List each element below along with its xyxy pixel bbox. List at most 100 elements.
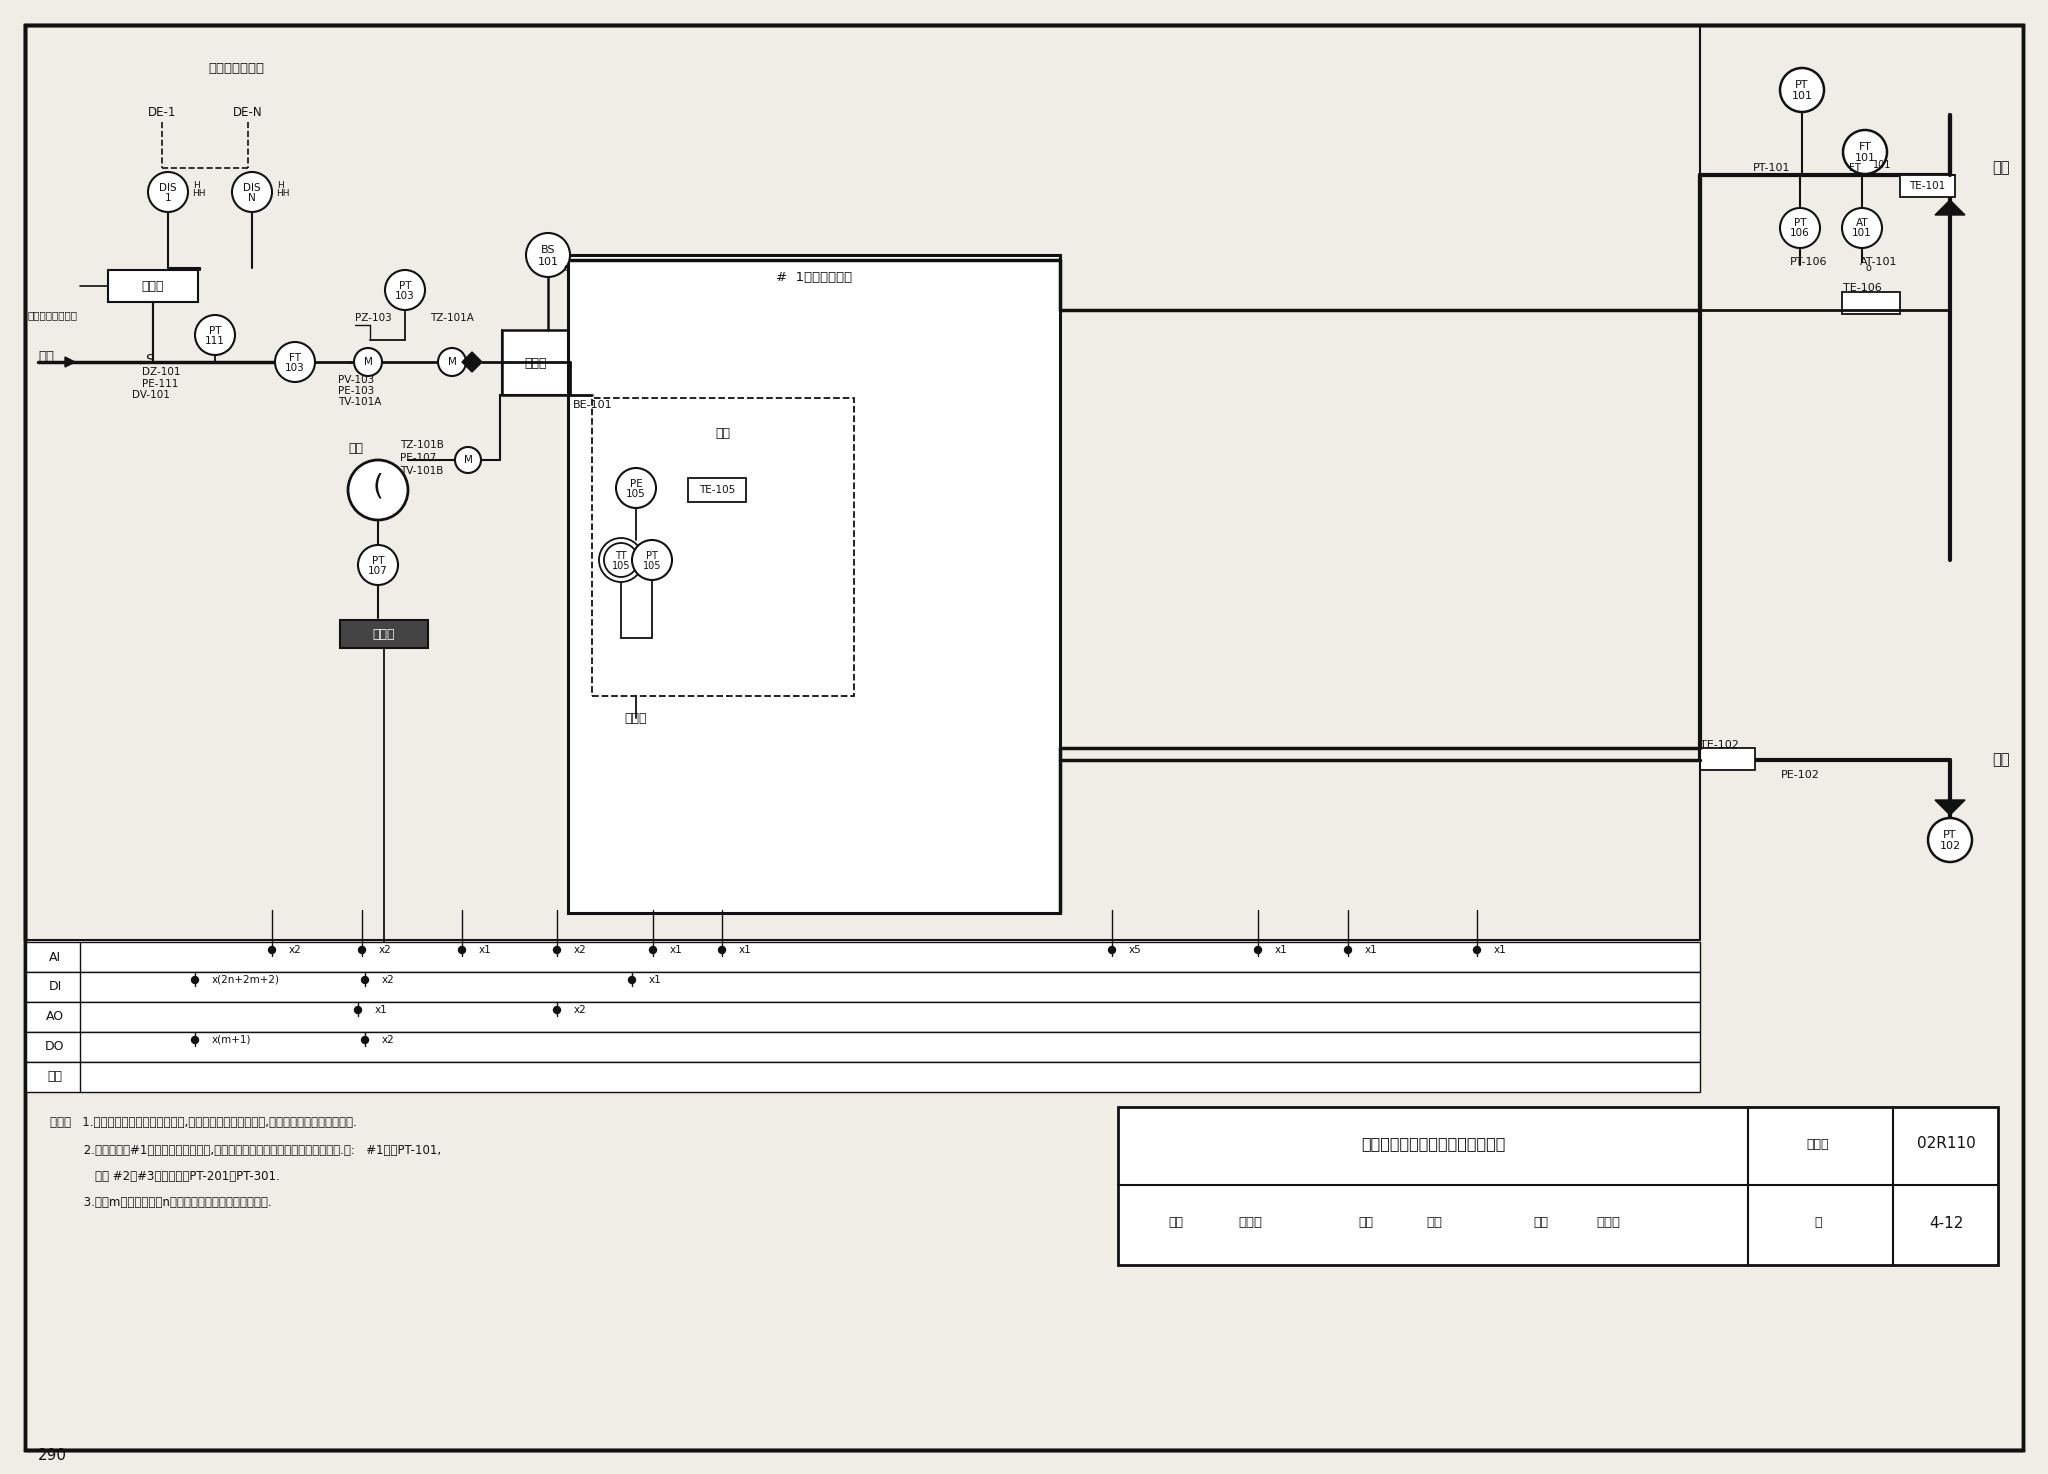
Text: x(2n+2m+2): x(2n+2m+2)	[213, 974, 281, 985]
Text: x2: x2	[289, 945, 301, 955]
Text: 101: 101	[1851, 228, 1872, 237]
Text: 101: 101	[1792, 91, 1812, 102]
Text: DZ-101: DZ-101	[141, 367, 180, 377]
Bar	[1901, 175, 1956, 198]
Text: x1: x1	[1366, 945, 1378, 955]
Text: 103: 103	[285, 363, 305, 373]
Circle shape	[719, 946, 725, 954]
Bar	[592, 398, 854, 696]
Circle shape	[553, 946, 561, 954]
Bar	[1700, 747, 1755, 769]
Bar	[688, 478, 745, 503]
Bar	[25, 1032, 1700, 1061]
Text: x(m+1): x(m+1)	[213, 1035, 252, 1045]
Circle shape	[385, 270, 426, 310]
Text: 配电箱: 配电箱	[373, 628, 395, 641]
Text: 至燃气总管切断阀: 至燃气总管切断阀	[29, 310, 78, 320]
Circle shape	[358, 946, 365, 954]
Circle shape	[193, 1036, 199, 1044]
Text: PE-102: PE-102	[1780, 769, 1819, 780]
Circle shape	[195, 315, 236, 355]
Circle shape	[1780, 208, 1821, 248]
Text: 101: 101	[1872, 161, 1890, 170]
Text: S: S	[145, 352, 154, 367]
Bar	[25, 942, 1700, 971]
Text: 多台燃气热水锅炉微机监控系统图: 多台燃气热水锅炉微机监控系统图	[1360, 1136, 1505, 1151]
Text: PE-103: PE-103	[338, 386, 375, 397]
Text: 刘其革: 刘其革	[1237, 1216, 1262, 1229]
Bar	[25, 1002, 1700, 1032]
Text: x1: x1	[1493, 945, 1507, 955]
Text: DV-101: DV-101	[131, 391, 170, 399]
Text: TE-106: TE-106	[1843, 283, 1882, 293]
Circle shape	[362, 1036, 369, 1044]
Circle shape	[649, 946, 657, 954]
Text: #  1燃气热水锅炉: # 1燃气热水锅炉	[776, 271, 852, 283]
Text: DE-N: DE-N	[233, 106, 262, 118]
Text: PT: PT	[645, 551, 657, 562]
Text: 说明：   1.图中所示热工测量及控制仪表,有的随锅炉、燃烧器带来,并与锅炉容量及生产厂有关.: 说明： 1.图中所示热工测量及控制仪表,有的随锅炉、燃烧器带来,并与锅炉容量及生…	[49, 1116, 356, 1129]
Text: 3.图中m为锅炉台数；n为环境可燃气浓度检测探头头数.: 3.图中m为锅炉台数；n为环境可燃气浓度检测探头头数.	[49, 1195, 272, 1209]
Circle shape	[268, 946, 276, 954]
Text: TE-101: TE-101	[1909, 181, 1946, 192]
Text: PV-103: PV-103	[338, 374, 375, 385]
Text: x2: x2	[573, 1005, 586, 1016]
Text: 对于 #2、#3锅炉分别为PT-201、PT-301.: 对于 #2、#3锅炉分别为PT-201、PT-301.	[49, 1169, 281, 1182]
Text: 102: 102	[1939, 842, 1960, 850]
Text: HH: HH	[276, 189, 289, 198]
Text: 汪健: 汪健	[1425, 1216, 1442, 1229]
Text: M: M	[449, 357, 457, 367]
Text: TZ-101B: TZ-101B	[399, 441, 444, 450]
Text: 103: 103	[395, 290, 416, 301]
Text: PT: PT	[373, 556, 385, 566]
Text: 炉膛: 炉膛	[715, 426, 731, 439]
Text: 燃烧器: 燃烧器	[524, 357, 547, 370]
Text: 290: 290	[39, 1449, 68, 1464]
Text: 风机: 风机	[348, 442, 362, 454]
Text: TV-101A: TV-101A	[338, 397, 381, 407]
Circle shape	[598, 538, 643, 582]
Text: 105: 105	[627, 489, 645, 500]
Text: x5: x5	[1128, 945, 1141, 955]
Circle shape	[438, 348, 467, 376]
Text: N: N	[248, 193, 256, 203]
Text: HH: HH	[193, 189, 205, 198]
Text: 审核: 审核	[1167, 1216, 1184, 1229]
Circle shape	[147, 172, 188, 212]
Text: 111: 111	[205, 336, 225, 346]
Circle shape	[633, 539, 672, 579]
Bar	[25, 1061, 1700, 1092]
Text: x1: x1	[739, 945, 752, 955]
Text: 101: 101	[1855, 153, 1876, 164]
Text: PT-101: PT-101	[1753, 164, 1790, 172]
Text: AO: AO	[45, 1011, 63, 1023]
Text: PT: PT	[209, 326, 221, 336]
Text: M: M	[463, 455, 473, 464]
Text: x1: x1	[479, 945, 492, 955]
Bar	[567, 255, 1061, 912]
Circle shape	[1255, 946, 1262, 954]
Circle shape	[1841, 208, 1882, 248]
Circle shape	[629, 976, 635, 983]
Text: H: H	[193, 180, 201, 190]
Text: PT: PT	[1944, 830, 1956, 840]
Bar	[109, 270, 199, 302]
Polygon shape	[1935, 200, 1964, 215]
Text: 环境可燃气浓度: 环境可燃气浓度	[209, 62, 264, 75]
Text: AI: AI	[49, 951, 61, 964]
Text: PT-106: PT-106	[1790, 256, 1827, 267]
Text: 按需要: 按需要	[625, 712, 647, 725]
Text: x1: x1	[670, 945, 682, 955]
Text: TE-105: TE-105	[698, 485, 735, 495]
Text: o: o	[563, 262, 569, 273]
Text: BS: BS	[541, 245, 555, 255]
Circle shape	[362, 976, 369, 983]
Text: FT: FT	[289, 352, 301, 363]
Bar	[340, 621, 428, 649]
Text: PE: PE	[629, 479, 643, 489]
Text: 105: 105	[612, 562, 631, 570]
Text: PE-111: PE-111	[141, 379, 178, 389]
Text: H: H	[276, 180, 285, 190]
Circle shape	[616, 469, 655, 509]
Circle shape	[348, 460, 408, 520]
